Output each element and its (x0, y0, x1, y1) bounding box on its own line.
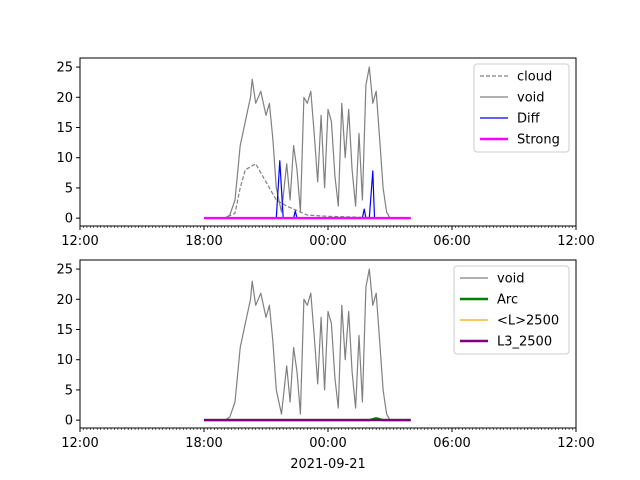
y-tick-label: 15 (56, 121, 73, 136)
legend-label: <L>2500 (497, 314, 559, 329)
legend-box (453, 265, 570, 355)
y-tick-label: 25 (56, 263, 73, 278)
x-tick-label: 18:00 (185, 436, 222, 451)
legend-label: cloud (517, 70, 552, 85)
legend: cloud void Diff Strong (473, 63, 570, 153)
x-tick-label: 12:00 (557, 436, 594, 451)
series-cloud-line (204, 163, 411, 219)
y-tick-label: 5 (65, 383, 73, 398)
y-tick-label: 0 (65, 414, 73, 429)
x-tick-label: 06:00 (433, 234, 470, 249)
legend-label: Strong (517, 133, 560, 148)
series-void-line (204, 268, 411, 421)
y-tick-label: 25 (56, 61, 73, 76)
legend-label: void (517, 91, 545, 106)
series-diff-line (204, 160, 411, 219)
y-tick-label: 0 (65, 212, 73, 227)
legend-label: Diff (517, 112, 541, 127)
x-tick-label: 18:00 (185, 234, 222, 249)
legend-label: Arc (497, 293, 518, 308)
top-panel: 12:00 18:00 00:00 06:00 12:00 0 5 10 15 20 25 cloud… (56, 57, 595, 249)
x-axis-label: 2021-09-21 (290, 457, 366, 472)
y-tick-label: 10 (56, 353, 73, 368)
series-void-line (204, 66, 411, 219)
x-tick-label: 00:00 (309, 234, 346, 249)
legend-box (473, 63, 570, 153)
legend-label: L3_2500 (497, 335, 552, 350)
bottom-panel: 12:00 18:00 00:00 06:00 12:00 0 5 10 15 20 25 2021-… (56, 259, 595, 472)
y-tick-label: 5 (65, 181, 73, 196)
x-tick-label: 12:00 (61, 234, 98, 249)
y-tick-label: 20 (56, 91, 73, 106)
y-tick-label: 20 (56, 293, 73, 308)
x-tick-label: 06:00 (433, 436, 470, 451)
y-tick-label: 15 (56, 323, 73, 338)
x-tick-label: 12:00 (557, 234, 594, 249)
x-tick-label: 00:00 (309, 436, 346, 451)
y-tick-label: 10 (56, 151, 73, 166)
x-tick-label: 12:00 (61, 436, 98, 451)
legend-label: void (497, 272, 525, 287)
legend: void Arc <L>2500 L3_2500 (453, 265, 570, 355)
